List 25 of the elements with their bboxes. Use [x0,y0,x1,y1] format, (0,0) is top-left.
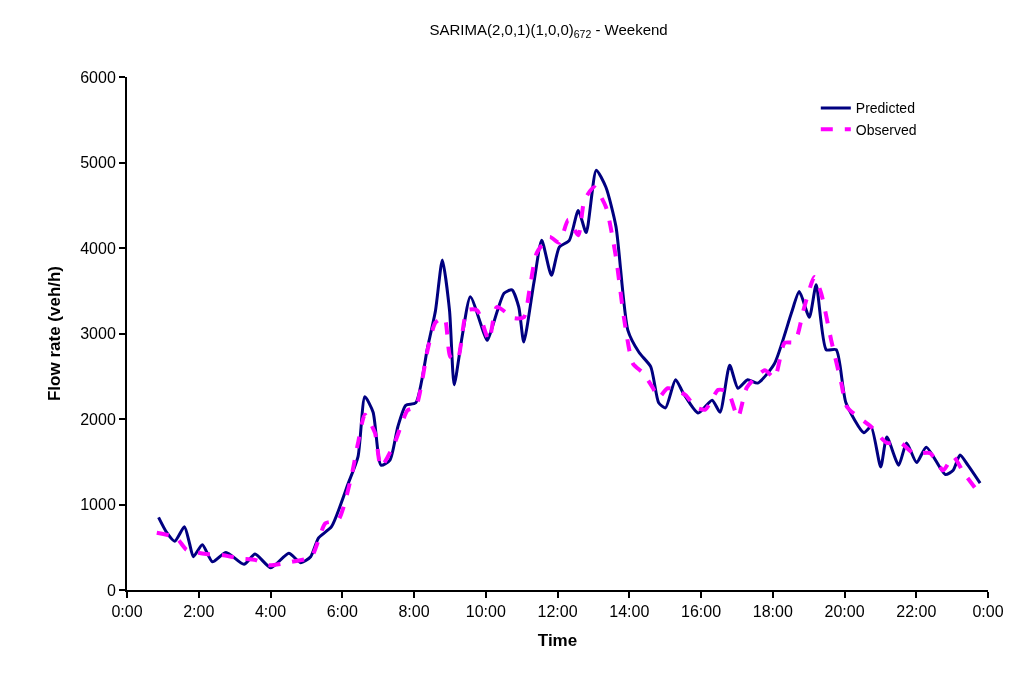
y-axis-title: Flow rate (veh/h) [45,265,65,402]
x-tick-label: 20:00 [824,603,865,621]
x-tick-label: 18:00 [752,603,793,621]
x-tick-label: 14:00 [609,603,650,621]
x-tick-label: 0:00 [972,603,1004,621]
y-tick-label: 4000 [80,239,116,257]
y-tick-label: 6000 [80,68,116,86]
x-axis-title: Time [537,631,578,651]
x-tick-label: 0:00 [111,603,143,621]
y-tick-label: 3000 [80,325,116,343]
x-tick-label: 22:00 [896,603,937,621]
x-tick-label: 2:00 [183,603,215,621]
x-tick-label: 16:00 [680,603,722,621]
y-tick-label: 1000 [80,496,116,514]
y-tick-label: 0 [106,581,116,599]
x-tick-label: 4:00 [254,603,287,621]
x-tick-label: 10:00 [465,603,506,621]
y-tick-label: 5000 [80,154,116,172]
chart-title: SARIMA(2,0,1)(1,0,0)$_{672}$ - Weekend [429,20,668,40]
x-tick-label: 6:00 [326,603,358,621]
legend-label: Observed [855,121,917,138]
y-tick-label: 2000 [80,410,116,428]
x-tick-label: 8:00 [398,603,430,621]
x-tick-label: 12:00 [537,603,578,621]
legend-label: Predicted [855,100,915,117]
